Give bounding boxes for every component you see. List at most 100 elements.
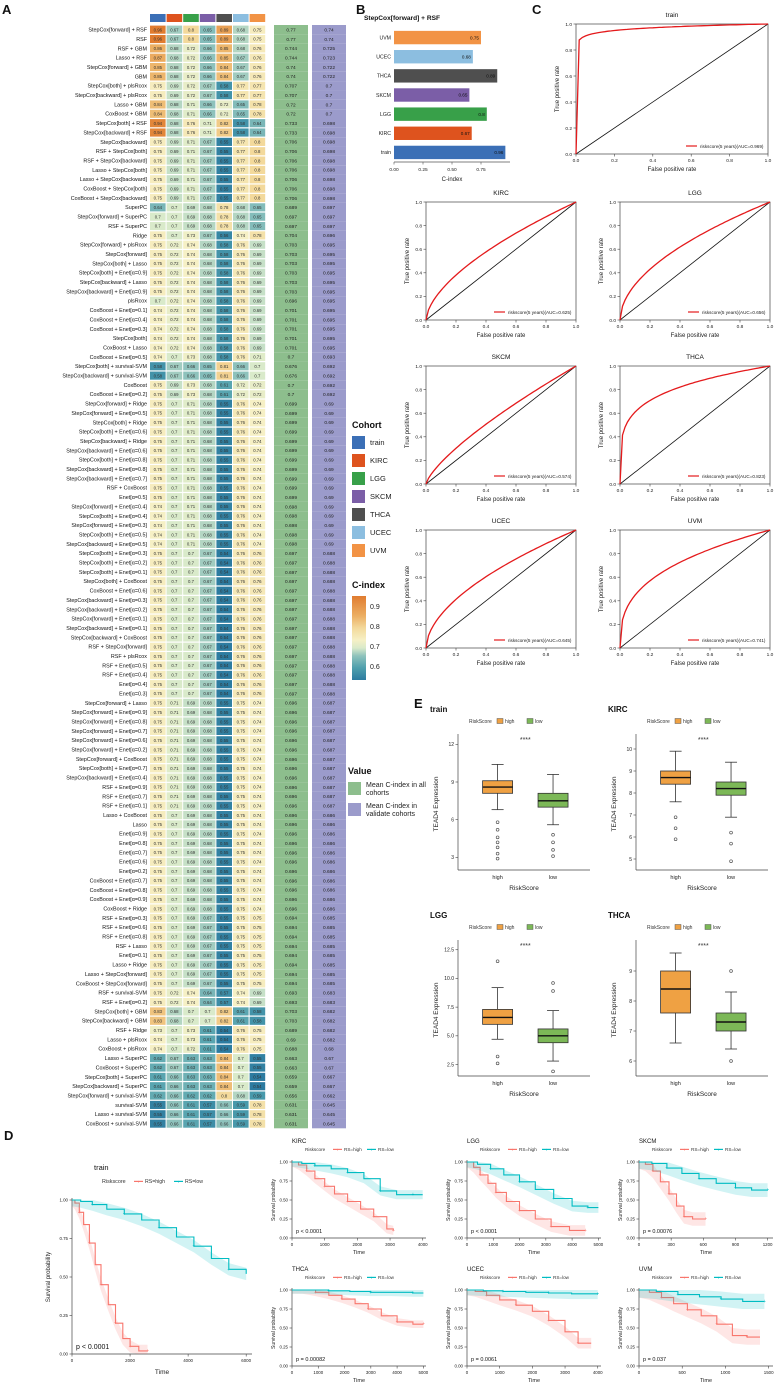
svg-text:0.696: 0.696 xyxy=(285,850,297,856)
svg-text:5.0: 5.0 xyxy=(447,1034,454,1040)
svg-text:0.676: 0.676 xyxy=(285,364,297,370)
svg-text:0.66: 0.66 xyxy=(203,74,212,79)
svg-text:+: + xyxy=(763,1299,766,1305)
svg-text:0.68: 0.68 xyxy=(203,467,212,472)
svg-text:+: + xyxy=(422,1322,425,1328)
svg-text:C-index: C-index xyxy=(442,177,463,183)
value-swatch xyxy=(348,803,361,817)
svg-text:0.55: 0.55 xyxy=(220,448,229,453)
svg-text:+: + xyxy=(123,1211,126,1217)
svg-text:0.68: 0.68 xyxy=(203,355,212,360)
svg-text:0.71: 0.71 xyxy=(203,130,212,135)
svg-text:0.75: 0.75 xyxy=(154,401,163,406)
svg-text:0.75: 0.75 xyxy=(154,1000,163,1005)
svg-text:0.72: 0.72 xyxy=(170,317,179,322)
svg-text:0.50: 0.50 xyxy=(279,1326,288,1331)
svg-text:0.67: 0.67 xyxy=(203,663,212,668)
svg-text:1000: 1000 xyxy=(721,1370,731,1375)
svg-text:0.72: 0.72 xyxy=(170,270,179,275)
svg-text:0.74: 0.74 xyxy=(154,345,163,350)
roc-thca: THCA 0.0 0.0 0.2 0.2 0.4 0.4 0.6 0.6 0.8 0.8 1.0 1.0… xyxy=(592,350,778,515)
svg-text:0.69: 0.69 xyxy=(253,280,262,285)
svg-text:StepCox[backward] + Enet[α=0.3: StepCox[backward] + Enet[α=0.3] xyxy=(66,598,147,604)
svg-text:0.68: 0.68 xyxy=(203,280,212,285)
svg-text:0.75: 0.75 xyxy=(237,888,246,893)
svg-text:6: 6 xyxy=(629,1059,632,1065)
svg-text:0.75: 0.75 xyxy=(154,691,163,696)
svg-text:0.75: 0.75 xyxy=(154,953,163,958)
svg-text:0.76: 0.76 xyxy=(237,663,246,668)
svg-text:0.667: 0.667 xyxy=(323,1084,335,1090)
svg-text:2000: 2000 xyxy=(515,1242,525,1247)
svg-text:0.74: 0.74 xyxy=(253,757,262,762)
svg-text:0.7: 0.7 xyxy=(171,205,178,210)
svg-text:0.744: 0.744 xyxy=(285,56,297,62)
svg-text:0.75: 0.75 xyxy=(154,93,163,98)
svg-text:Time: Time xyxy=(528,1250,540,1256)
svg-text:0.69: 0.69 xyxy=(324,458,334,464)
svg-text:1.0: 1.0 xyxy=(415,528,422,534)
svg-text:0.25: 0.25 xyxy=(279,1217,288,1222)
svg-text:RS=low: RS=low xyxy=(725,1275,742,1280)
svg-text:0.66: 0.66 xyxy=(237,364,246,369)
svg-text:0.688: 0.688 xyxy=(323,626,335,632)
svg-text:0.707: 0.707 xyxy=(285,84,297,90)
svg-text:0.76: 0.76 xyxy=(253,691,262,696)
svg-text:StepCox[forward] + GBM: StepCox[forward] + GBM xyxy=(87,65,148,71)
svg-text:0.68: 0.68 xyxy=(203,504,212,509)
svg-text:0.84: 0.84 xyxy=(220,74,229,79)
svg-text:0.76: 0.76 xyxy=(237,1028,246,1033)
svg-text:StepCox[backward] + Lasso: StepCox[backward] + Lasso xyxy=(80,280,147,286)
svg-text:0.61: 0.61 xyxy=(203,1047,212,1052)
svg-text:0.698: 0.698 xyxy=(323,186,335,192)
svg-text:0.69: 0.69 xyxy=(187,775,196,780)
svg-text:RS=high: RS=high xyxy=(145,1179,165,1185)
svg-text:0.67: 0.67 xyxy=(203,654,212,659)
svg-text:0.76: 0.76 xyxy=(237,1047,246,1052)
svg-text:UVM: UVM xyxy=(379,35,391,41)
svg-text:0: 0 xyxy=(291,1242,294,1247)
svg-text:0.76: 0.76 xyxy=(237,308,246,313)
svg-text:0.55: 0.55 xyxy=(220,514,229,519)
svg-text:0.75: 0.75 xyxy=(154,775,163,780)
svg-text:Time: Time xyxy=(528,1378,540,1384)
svg-text:0.78: 0.78 xyxy=(220,205,229,210)
svg-text:0.74: 0.74 xyxy=(253,439,262,444)
svg-text:0.687: 0.687 xyxy=(323,729,335,735)
svg-text:0.68: 0.68 xyxy=(170,102,179,107)
svg-text:300: 300 xyxy=(667,1242,675,1247)
svg-text:0.74: 0.74 xyxy=(253,719,262,724)
svg-text:0.54: 0.54 xyxy=(220,654,229,659)
svg-text:0.76: 0.76 xyxy=(253,560,262,565)
svg-text:0.694: 0.694 xyxy=(285,944,297,950)
svg-text:RiskScore: RiskScore xyxy=(509,1091,539,1098)
svg-text:0.54: 0.54 xyxy=(220,588,229,593)
svg-text:4000: 4000 xyxy=(392,1370,402,1375)
svg-text:0.75: 0.75 xyxy=(154,140,163,145)
svg-text:0.75: 0.75 xyxy=(154,635,163,640)
svg-text:0.74: 0.74 xyxy=(253,710,262,715)
svg-text:0.7: 0.7 xyxy=(188,579,195,584)
svg-text:+: + xyxy=(596,1291,599,1297)
svg-text:0.0: 0.0 xyxy=(415,318,422,324)
svg-text:CoxBoost + Enet[α=0.6]: CoxBoost + Enet[α=0.6] xyxy=(90,589,148,595)
svg-text:0.75: 0.75 xyxy=(154,813,163,818)
svg-text:+: + xyxy=(550,1224,553,1230)
svg-text:0.76: 0.76 xyxy=(237,607,246,612)
svg-text:0.68: 0.68 xyxy=(324,1047,334,1053)
svg-text:0.82: 0.82 xyxy=(220,1018,229,1023)
svg-text:0.77: 0.77 xyxy=(237,93,246,98)
svg-text:LGG: LGG xyxy=(380,112,391,118)
svg-text:+: + xyxy=(177,1179,180,1184)
svg-text:+: + xyxy=(511,1147,514,1152)
svg-text:0.73: 0.73 xyxy=(187,383,196,388)
svg-text:0.75: 0.75 xyxy=(154,934,163,939)
svg-text:0.7: 0.7 xyxy=(171,551,178,556)
svg-text:RS=high: RS=high xyxy=(691,1275,709,1280)
roc-train: train 0.0 0.0 0.2 0.2 0.4 0.4 0.6 0.6 0.8 0.8 1.0 1.… xyxy=(540,8,778,189)
svg-text:riskscore(5 years)(AUC=0.645): riskscore(5 years)(AUC=0.645) xyxy=(508,638,572,643)
svg-text:0.75: 0.75 xyxy=(154,644,163,649)
svg-text:0.75: 0.75 xyxy=(154,785,163,790)
